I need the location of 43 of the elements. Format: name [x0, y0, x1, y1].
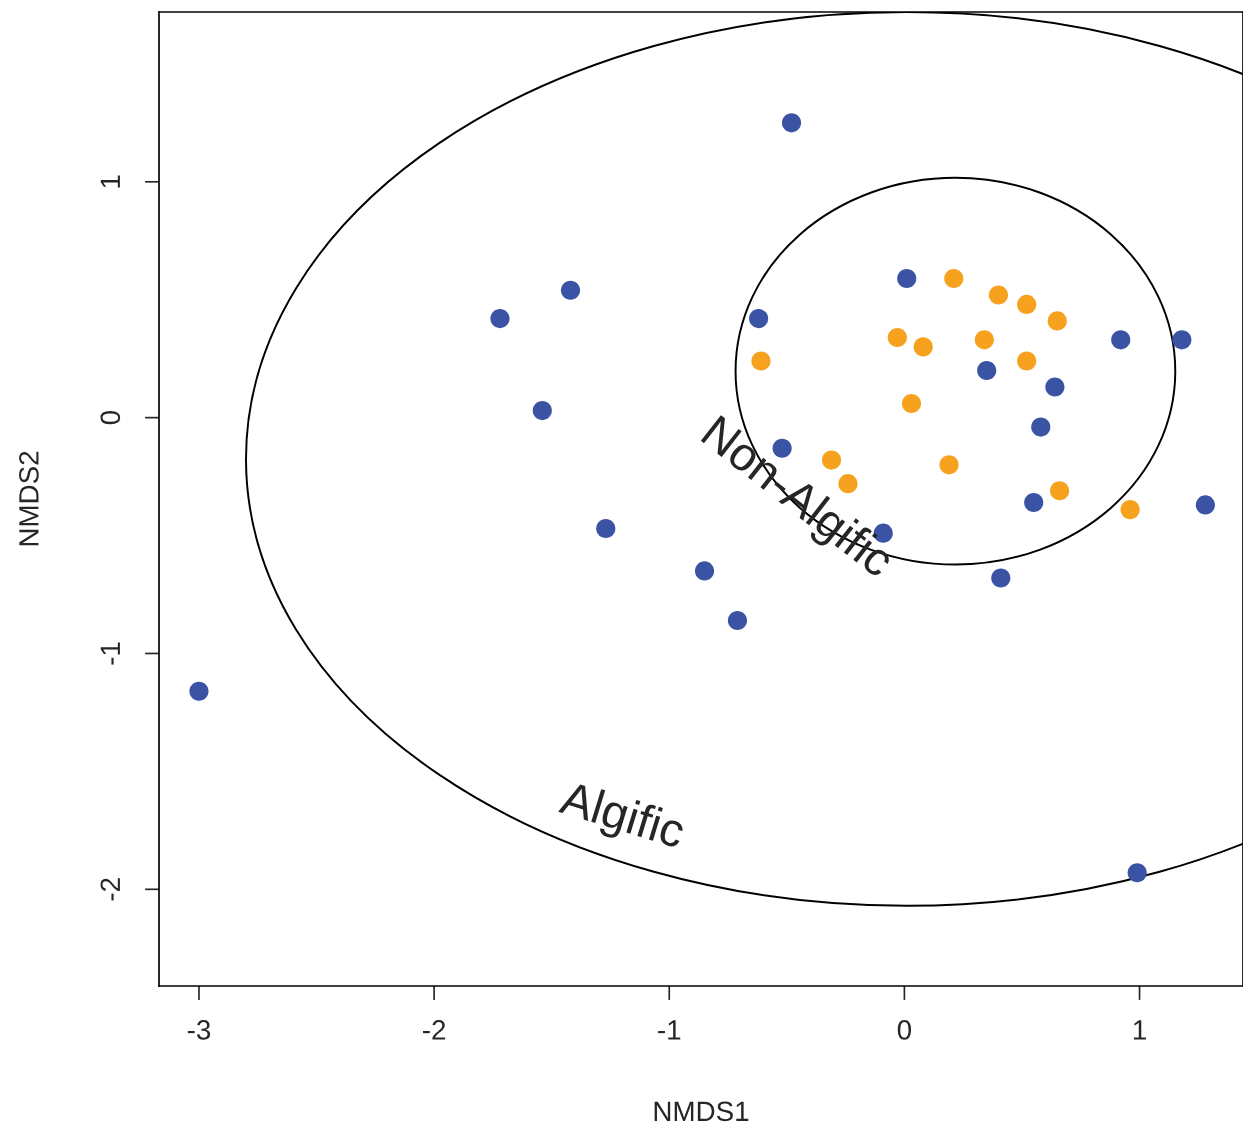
point [1127, 863, 1147, 883]
point [944, 268, 964, 289]
point [988, 285, 1009, 305]
point [751, 351, 771, 371]
x-tick-label: -3 [187, 1020, 211, 1040]
point [490, 309, 510, 329]
y-tick-label: -1 [100, 642, 120, 665]
x-tick-label: -2 [423, 1020, 446, 1040]
point [781, 113, 802, 133]
point [1024, 492, 1044, 513]
annotation: Algific [555, 779, 688, 858]
point [749, 309, 769, 329]
x-axis-title: NMDS1 [654, 1101, 749, 1122]
point [901, 393, 922, 414]
point [1195, 495, 1215, 515]
point [1047, 311, 1067, 331]
point [1172, 330, 1192, 350]
point [1120, 500, 1140, 520]
point [727, 610, 748, 631]
point [596, 518, 616, 539]
point [887, 327, 907, 348]
point [532, 400, 552, 421]
point [913, 337, 933, 357]
point [560, 280, 581, 300]
x-tick-label: 1 [1133, 1020, 1146, 1040]
point [189, 681, 209, 701]
x-tick-label: -1 [658, 1020, 681, 1040]
x-tick-label: 0 [897, 1020, 912, 1040]
point [1017, 294, 1037, 315]
point [1111, 330, 1131, 350]
point [1045, 377, 1065, 397]
point [1050, 481, 1070, 501]
y-tick-label: 1 [100, 175, 120, 188]
point [1017, 351, 1037, 371]
y-tick-label: 0 [100, 411, 121, 425]
point [939, 455, 959, 475]
point [974, 330, 994, 350]
y-axis-title: NMDS2 [19, 451, 39, 546]
point [977, 360, 997, 381]
point [991, 568, 1011, 588]
point [1031, 417, 1051, 437]
point [897, 268, 917, 289]
y-tick-label: -2 [100, 878, 120, 901]
